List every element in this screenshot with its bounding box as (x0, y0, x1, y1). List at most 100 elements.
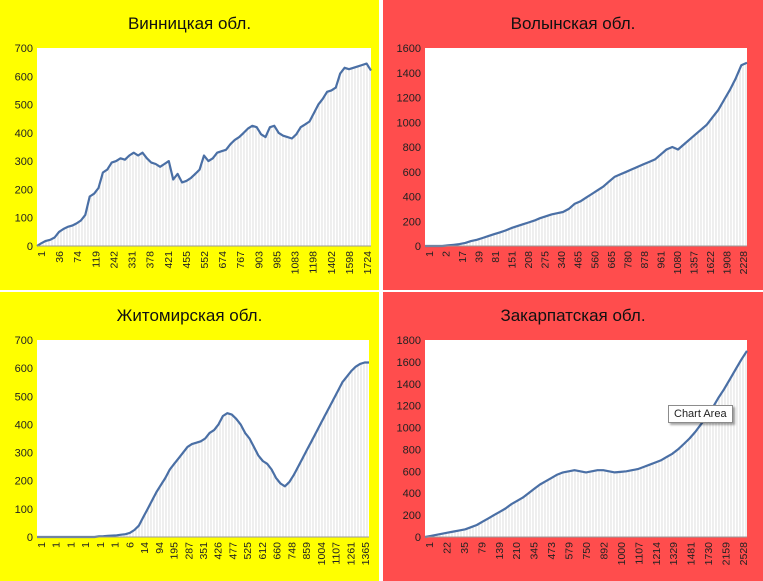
x-tick-label: 14 (139, 542, 151, 554)
x-tick-label: 1402 (326, 251, 338, 275)
x-tick-label: 525 (242, 542, 254, 560)
chart-svg: 0 200 400 600 800 1000 1200 1400 1600 1800 1 22 35 79… (397, 335, 750, 566)
x-tick-label: 892 (598, 542, 610, 560)
y-tick-label: 0 (415, 241, 421, 253)
x-tick-label: 1080 (672, 251, 684, 275)
x-tick-label: 780 (622, 251, 634, 269)
y-tick-label: 800 (403, 444, 421, 456)
y-tick-label: 200 (15, 476, 33, 488)
chart-title: Житомирская обл. (116, 306, 263, 325)
x-tick-label: 1 (424, 542, 436, 548)
x-tick-label: 6 (124, 542, 136, 548)
x-tick-label: 2 (441, 251, 453, 257)
x-tick-label: 1 (65, 542, 77, 548)
x-tick-label: 612 (257, 542, 269, 560)
x-tick-label: 1 (36, 542, 48, 548)
x-tick-label: 378 (145, 251, 157, 269)
x-tick-label: 22 (441, 542, 453, 554)
y-tick-label: 400 (403, 488, 421, 500)
y-tick-label: 0 (27, 241, 33, 253)
chart-panel-volyn[interactable]: Волынская обл. 0 200 400 600 800 1000 1200 1400… (383, 0, 763, 290)
x-tick-label: 81 (490, 251, 502, 263)
x-tick-label: 477 (227, 542, 239, 560)
y-tick-label: 600 (15, 71, 33, 83)
x-tick-label: 961 (655, 251, 667, 269)
x-tick-label: 750 (581, 542, 593, 560)
x-tick-label: 351 (198, 542, 210, 560)
x-tick-label: 421 (163, 251, 175, 269)
x-tick-label: 36 (54, 251, 66, 263)
x-tick-label: 208 (523, 251, 535, 269)
x-tick-label: 1 (51, 542, 63, 548)
x-tick-label: 119 (90, 251, 102, 268)
y-tick-label: 600 (403, 167, 421, 179)
x-tick-label: 1198 (308, 251, 320, 274)
area-fill-lines (427, 352, 747, 537)
y-tick-label: 1600 (397, 43, 421, 55)
x-tick-label: 1365 (360, 542, 372, 566)
area-fill-lines (39, 64, 371, 246)
x-tick-label: 878 (639, 251, 651, 269)
x-tick-label: 1 (80, 542, 92, 548)
y-tick-label: 1000 (397, 423, 421, 435)
x-tick-label: 275 (540, 251, 552, 269)
chart-title: Закарпатская обл. (500, 306, 646, 325)
x-tick-label: 1622 (705, 251, 717, 275)
x-tick-label: 2159 (721, 542, 733, 566)
x-tick-label: 1724 (362, 251, 374, 275)
x-tick-label: 1214 (651, 542, 663, 566)
chart-area-tooltip: Chart Area (668, 405, 733, 423)
y-tick-label: 600 (15, 363, 33, 375)
y-tick-label: 700 (15, 43, 33, 55)
y-tick-label: 300 (15, 156, 33, 168)
y-tick-label: 0 (27, 532, 33, 544)
y-tick-label: 1200 (397, 401, 421, 413)
y-tick-label: 1600 (397, 357, 421, 369)
x-tick-label: 210 (511, 542, 523, 560)
x-tick-label: 1107 (331, 542, 343, 565)
x-tick-label: 1329 (668, 542, 680, 566)
y-tick-label: 400 (15, 419, 33, 431)
y-tick-label: 100 (15, 213, 33, 225)
x-tick-label: 1261 (345, 542, 357, 566)
y-tick-label: 700 (15, 335, 33, 347)
x-tick-label: 748 (286, 542, 298, 560)
x-tick-label: 473 (546, 542, 558, 560)
x-tick-label: 1004 (316, 542, 328, 566)
x-tick-label: 79 (476, 542, 488, 554)
chart-panel-zhytomyr: Житомирская обл. 0 100 200 300 400 500 600 700 1… (0, 292, 379, 581)
chart-svg: 0 200 400 600 800 1000 1200 1400 1600 1 2 17 39 81 151… (397, 43, 750, 275)
chart-panel-zakarpattia[interactable]: Закарпатская обл. 0 200 400 600 800 1000 1200 1… (383, 292, 763, 581)
x-tick-label: 1000 (616, 542, 628, 566)
y-tick-label: 800 (403, 142, 421, 154)
x-tick-label: 579 (564, 542, 576, 560)
x-tick-label: 660 (272, 542, 284, 560)
chart-title: Винницкая обл. (127, 14, 252, 33)
plot-area (425, 340, 747, 537)
x-tick-label: 331 (127, 251, 139, 269)
x-tick-label: 903 (253, 251, 265, 269)
y-tick-label: 300 (15, 448, 33, 460)
x-tick-label: 151 (507, 251, 519, 269)
x-tick-label: 1 (424, 251, 436, 257)
x-tick-label: 94 (154, 542, 166, 554)
series-line (36, 62, 372, 247)
chart-svg: 0 100 200 300 400 500 600 700 1 36 74 119 242 331 378 4… (15, 43, 374, 275)
series-line (425, 61, 748, 248)
x-tick-label: 1481 (686, 542, 698, 566)
y-tick-label: 600 (403, 466, 421, 478)
plot-area (37, 48, 371, 246)
y-tick-label: 100 (15, 504, 33, 516)
x-tick-label: 465 (573, 251, 585, 269)
x-tick-label: 195 (169, 542, 181, 560)
x-tick-label: 2528 (738, 542, 750, 566)
series-line (424, 350, 748, 539)
x-tick-label: 674 (217, 251, 229, 269)
chart-panel-vinnytsia: Винницкая обл. 0 100 200 300 400 500 600 700 1 36… (0, 0, 379, 290)
x-tick-label: 859 (301, 542, 313, 560)
x-tick-label: 1107 (633, 542, 645, 565)
x-tick-label: 455 (181, 251, 193, 269)
x-tick-label: 1598 (344, 251, 356, 275)
y-tick-label: 500 (15, 391, 33, 403)
